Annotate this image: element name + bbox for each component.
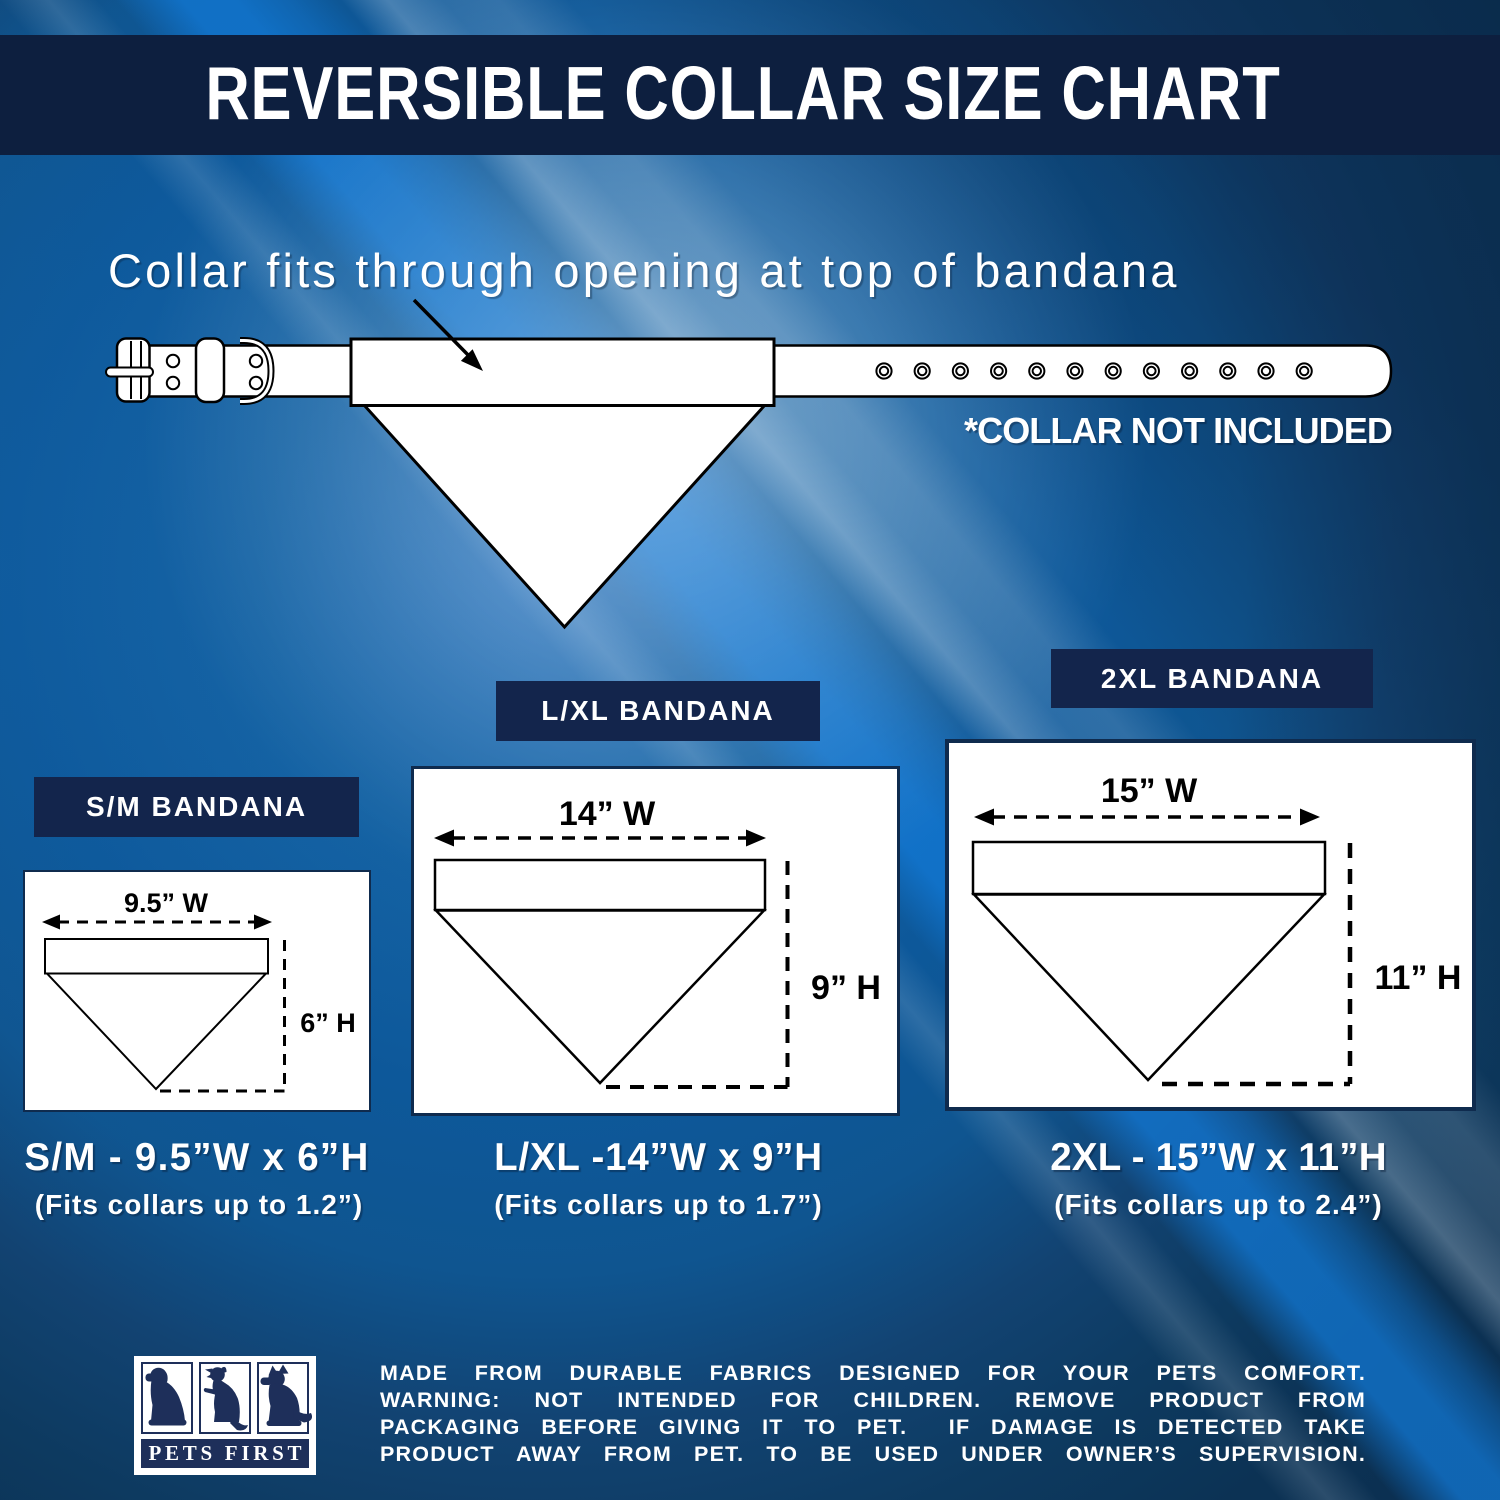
svg-text:11” H: 11” H <box>1375 959 1462 997</box>
svg-text:14” W: 14” W <box>559 795 656 833</box>
svg-text:6” H: 6” H <box>300 1008 356 1038</box>
svg-text:9.5” W: 9.5” W <box>124 888 209 918</box>
svg-text:15” W: 15” W <box>1101 772 1198 810</box>
svg-text:9” H: 9” H <box>811 969 881 1007</box>
